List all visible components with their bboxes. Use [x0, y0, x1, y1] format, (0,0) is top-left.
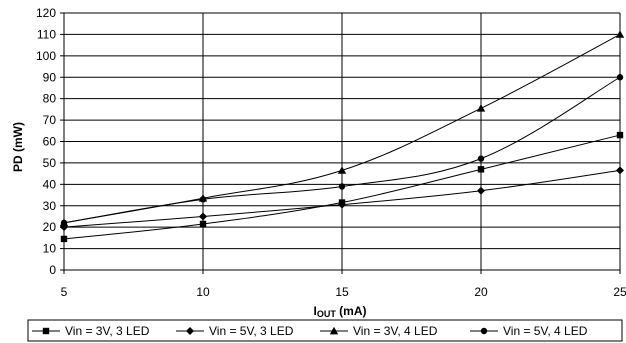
- x-tick-label: 15: [335, 285, 349, 299]
- axes: [60, 12, 621, 274]
- legend-label: Vin = 5V, 3 LED: [209, 324, 294, 338]
- x-axis-title-unit: (mA): [336, 304, 367, 318]
- data-point: [616, 131, 624, 139]
- legend-item: Vin = 5V, 3 LED: [176, 324, 294, 338]
- x-axis-title-main: I: [313, 304, 316, 318]
- data-point: [60, 235, 68, 243]
- legend-label: Vin = 3V, 4 LED: [353, 324, 438, 338]
- legend-item: Vin = 3V, 3 LED: [32, 324, 150, 338]
- y-tick-label: 30: [43, 199, 57, 213]
- legend-marker: [480, 327, 488, 335]
- y-tick-label: 100: [36, 49, 56, 63]
- data-point: [60, 219, 68, 227]
- series-group: [59, 30, 625, 243]
- x-tick-label: 10: [196, 285, 210, 299]
- legend-marker: [186, 327, 194, 335]
- legend-item: Vin = 3V, 4 LED: [320, 324, 438, 338]
- y-tick-labels: 0 10 20 30 40 50 60 70 80 90 100 110 120: [36, 6, 56, 277]
- data-point: [337, 166, 347, 174]
- x-tick-labels: 5 10 15 20 25: [61, 285, 626, 299]
- legend-label: Vin = 3V, 3 LED: [65, 324, 150, 338]
- data-point: [338, 183, 346, 190]
- data-point: [616, 166, 624, 175]
- data-point: [199, 196, 207, 203]
- data-point: [338, 200, 346, 209]
- legend: Vin = 3V, 3 LED Vin = 5V, 3 LED Vin = 3V, …: [27, 319, 623, 342]
- y-axis-title: PD (mW): [11, 122, 25, 172]
- y-tick-label: 40: [43, 177, 57, 191]
- data-point: [199, 220, 207, 228]
- y-tick-label: 80: [43, 92, 57, 106]
- y-tick-label: 10: [43, 242, 57, 256]
- data-point: [477, 166, 485, 173]
- y-tick-label: 120: [36, 6, 56, 20]
- y-tick-label: 20: [43, 220, 57, 234]
- data-point: [615, 30, 625, 38]
- y-tick-label: 60: [43, 135, 57, 149]
- y-tick-label: 50: [43, 156, 57, 170]
- data-point: [477, 155, 485, 162]
- legend-items: Vin = 3V, 3 LED Vin = 5V, 3 LED Vin = 3V, …: [32, 324, 588, 338]
- legend-label: Vin = 5V, 4 LED: [503, 324, 588, 338]
- grid-lines: [63, 12, 621, 270]
- series-circle: [60, 74, 624, 227]
- y-tick-label: 70: [43, 113, 57, 127]
- data-point: [477, 186, 485, 195]
- legend-item: Vin = 5V, 4 LED: [470, 324, 588, 338]
- y-tick-label: 110: [37, 27, 56, 41]
- x-tick-label: 5: [61, 285, 68, 299]
- x-axis-title: IOUT (mA): [313, 304, 366, 319]
- x-tick-label: 20: [474, 285, 488, 299]
- legend-marker: [42, 327, 50, 335]
- x-axis-title-subscript: OUT: [317, 309, 337, 319]
- y-tick-label: 90: [43, 70, 57, 84]
- data-point: [199, 212, 207, 221]
- data-point: [476, 104, 486, 112]
- legend-marker: [329, 326, 339, 335]
- x-tick-label: 25: [613, 285, 626, 299]
- data-point: [616, 74, 624, 81]
- y-tick-label: 0: [49, 263, 56, 277]
